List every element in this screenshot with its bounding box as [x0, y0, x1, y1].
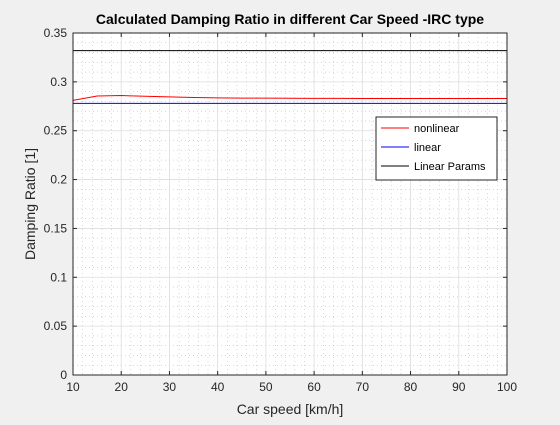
series-layer — [72, 50, 507, 104]
y-tick-label: 0.2 — [50, 173, 67, 187]
y-axis-label: Damping Ratio [1] — [22, 148, 38, 260]
x-tick-label: 100 — [497, 380, 517, 394]
ticks: 10 20 30 40 50 60 70 80 90 100 0 0.05 0.1 0.15 0.2 0.25… — [44, 26, 518, 394]
legend-label: Linear Params — [414, 161, 486, 173]
series-line-nonlinear — [72, 95, 507, 101]
y-tick-label: 0 — [60, 368, 67, 382]
y-tick-label: 0.1 — [50, 270, 67, 284]
y-tick-label: 0.35 — [44, 26, 68, 40]
x-axis-label: Car speed [km/h] — [237, 401, 344, 417]
legend-label: nonlinear — [414, 123, 460, 135]
legend-label: linear — [414, 142, 441, 154]
y-tick-label: 0.15 — [44, 221, 68, 235]
x-tick-label: 80 — [404, 380, 418, 394]
x-tick-label: 70 — [356, 380, 370, 394]
x-tick-label: 40 — [211, 380, 225, 394]
y-tick-label: 0.05 — [44, 319, 68, 333]
y-tick-label: 0.25 — [44, 124, 68, 138]
chart-title: Calculated Damping Ratio in different Ca… — [96, 11, 484, 27]
x-tick-label: 10 — [66, 380, 80, 394]
plot-area — [73, 33, 507, 375]
x-tick-label: 60 — [307, 380, 321, 394]
legend: nonlinear linear Linear Params — [375, 116, 498, 181]
x-tick-label: 90 — [452, 380, 466, 394]
x-tick-label: 50 — [259, 380, 273, 394]
x-tick-label: 20 — [115, 380, 129, 394]
x-tick-label: 30 — [163, 380, 177, 394]
plot-frame — [72, 32, 508, 376]
y-tick-label: 0.3 — [50, 75, 67, 89]
